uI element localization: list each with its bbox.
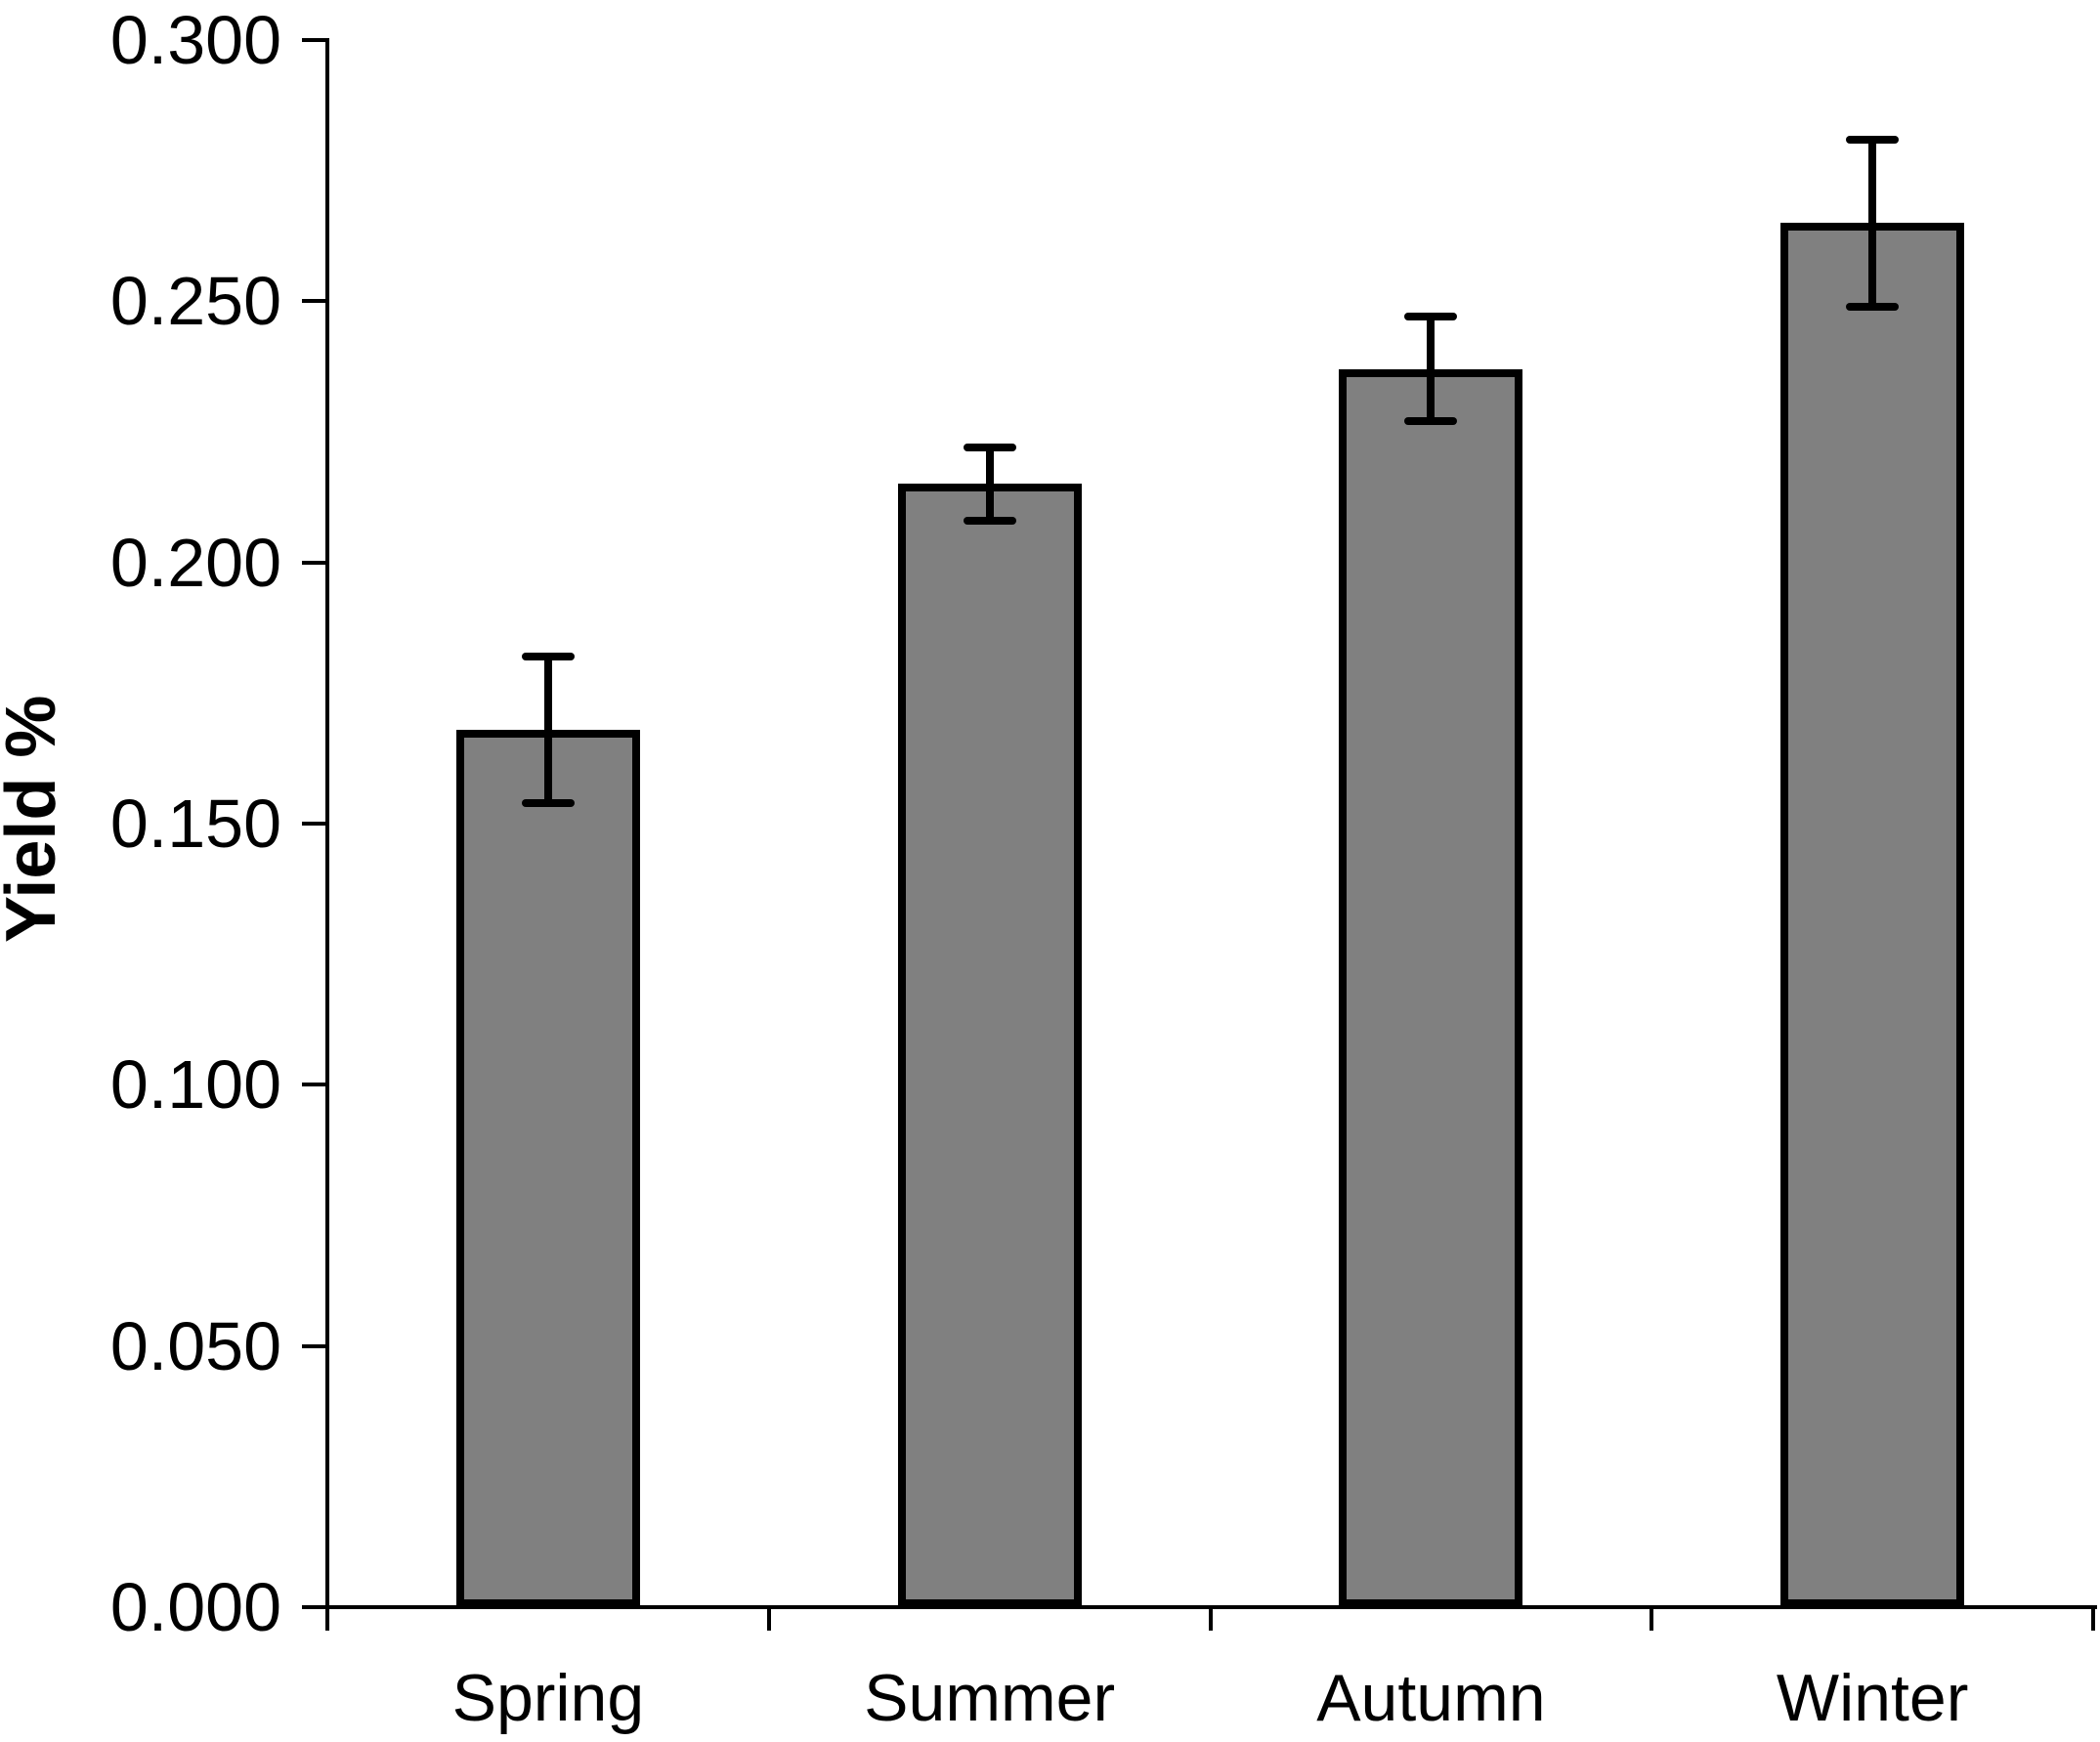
bar-summer (897, 484, 1082, 1607)
bar-spring (455, 729, 640, 1607)
error-bar-line (1427, 317, 1436, 422)
error-bar-cap-top (521, 652, 575, 660)
error-bar-cap-top (1404, 313, 1458, 321)
error-bar-cap-bottom (1846, 302, 1900, 311)
error-bar-line (543, 656, 552, 803)
y-tick-label: 0.000 (109, 1569, 281, 1645)
x-category-label-autumn: Autumn (1316, 1661, 1546, 1735)
error-bar-line (1868, 139, 1877, 307)
y-axis-tick (302, 299, 327, 304)
x-category-label-spring: Spring (451, 1661, 645, 1735)
y-axis-tick (302, 1343, 327, 1348)
x-axis-tick (766, 1607, 771, 1631)
x-axis-tick (325, 1607, 329, 1631)
error-bar-cap-top (1846, 135, 1900, 144)
error-bar-cap-top (963, 444, 1016, 452)
y-tick-label: 0.050 (109, 1307, 281, 1384)
y-axis-line (325, 38, 329, 1609)
y-axis-tick (302, 822, 327, 826)
bar-winter (1780, 223, 1965, 1607)
y-axis-tick (302, 1605, 327, 1609)
y-tick-label: 0.150 (109, 786, 281, 862)
x-axis-tick (1208, 1607, 1213, 1631)
error-bar-cap-bottom (963, 516, 1016, 525)
x-axis-tick (2091, 1607, 2095, 1631)
y-tick-label: 0.200 (109, 524, 281, 601)
x-axis-tick (1650, 1607, 1654, 1631)
y-tick-label: 0.250 (109, 263, 281, 340)
y-axis-tick (302, 38, 327, 42)
bar-autumn (1339, 368, 1523, 1607)
x-category-label-winter: Winter (1776, 1661, 1969, 1735)
error-bar-cap-bottom (1404, 417, 1458, 426)
y-axis-tick (302, 560, 327, 565)
y-tick-label: 0.100 (109, 1046, 281, 1124)
y-axis-tick (302, 1083, 327, 1087)
x-category-label-summer: Summer (864, 1661, 1116, 1735)
error-bar-line (985, 447, 994, 521)
y-tick-label: 0.300 (109, 2, 281, 78)
error-bar-cap-bottom (521, 798, 575, 807)
